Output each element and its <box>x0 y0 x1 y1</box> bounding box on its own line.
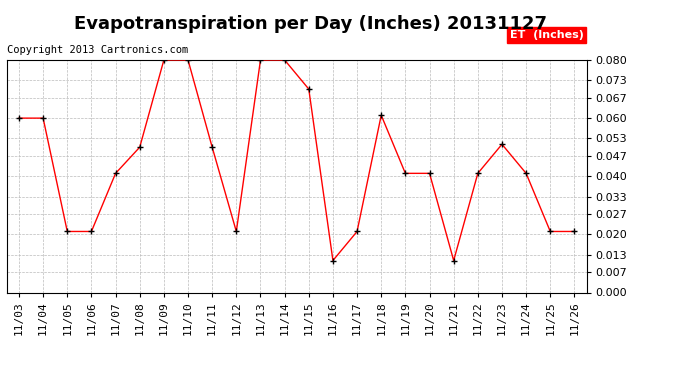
Text: ET  (Inches): ET (Inches) <box>510 30 584 40</box>
Text: Copyright 2013 Cartronics.com: Copyright 2013 Cartronics.com <box>7 45 188 55</box>
Text: Evapotranspiration per Day (Inches) 20131127: Evapotranspiration per Day (Inches) 2013… <box>74 15 547 33</box>
